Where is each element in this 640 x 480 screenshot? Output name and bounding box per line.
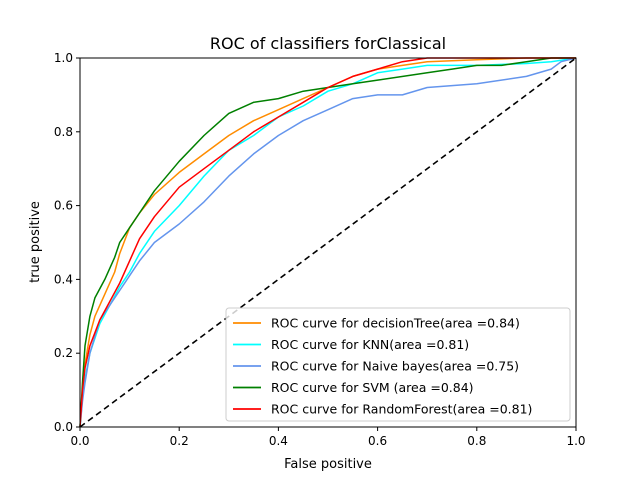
legend-box bbox=[225, 307, 571, 422]
series-line-4 bbox=[79, 57, 576, 428]
y-axis-ticks: 0.0 0.2 0.4 0.6 0.8 1.0 bbox=[54, 51, 80, 434]
series-line-3 bbox=[79, 57, 576, 428]
chart-legend: ROC curve for decisionTree(area =0.84) RO… bbox=[225, 307, 571, 422]
x-axis-label: False positive bbox=[284, 457, 372, 472]
x-tick-label: 1.0 bbox=[566, 434, 585, 448]
y-tick-label: 0.6 bbox=[54, 199, 73, 213]
y-tick-label: 0.4 bbox=[54, 272, 73, 286]
legend-label: ROC curve for Naive bayes(area =0.75) bbox=[271, 359, 519, 374]
x-tick-label: 0.2 bbox=[170, 434, 189, 448]
chart-title: ROC of classifiers forClassical bbox=[210, 34, 446, 53]
y-tick-label: 1.0 bbox=[54, 51, 73, 65]
series-line-0 bbox=[79, 57, 576, 428]
y-tick-label: 0.0 bbox=[54, 420, 73, 434]
x-tick-label: 0.4 bbox=[269, 434, 288, 448]
y-axis-label: true positive bbox=[28, 201, 43, 283]
legend-label: ROC curve for RandomForest(area =0.81) bbox=[271, 402, 532, 417]
plot-frame bbox=[79, 57, 577, 428]
chance-diagonal-line bbox=[79, 57, 577, 428]
y-tick-label: 0.2 bbox=[54, 346, 73, 360]
x-tick-label: 0.6 bbox=[368, 434, 387, 448]
x-tick-label: 0.0 bbox=[70, 434, 89, 448]
y-tick-label: 0.8 bbox=[54, 125, 73, 139]
x-axis-ticks: 0.0 0.2 0.4 0.6 0.8 1.0 bbox=[70, 427, 586, 448]
legend-label: ROC curve for decisionTree(area =0.84) bbox=[271, 316, 520, 331]
legend-label: ROC curve for SVM (area =0.84) bbox=[271, 380, 474, 395]
x-tick-label: 0.8 bbox=[467, 434, 486, 448]
plot-area bbox=[79, 57, 577, 428]
legend-label: ROC curve for KNN(area =0.81) bbox=[271, 337, 469, 352]
